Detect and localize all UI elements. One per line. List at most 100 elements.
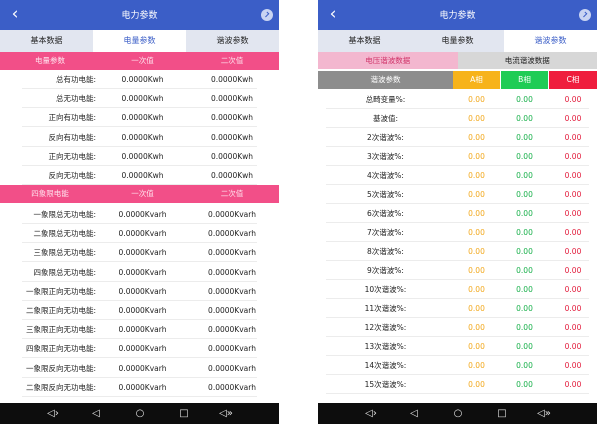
phase-b-value: 0.00 (516, 95, 533, 104)
phase-b-value: 0.00 (516, 380, 533, 389)
volume-down-icon[interactable]: ◁› (365, 408, 377, 419)
system-nav-bar: ◁› ◁ ○ □ ◁» (318, 403, 597, 424)
phase-a-value: 0.00 (468, 190, 485, 199)
row-label: 反向无功电能: (48, 171, 96, 180)
back-arrow-icon[interactable]: ‹ (329, 4, 337, 24)
row-label: 13次谐波%: (364, 342, 407, 351)
subtab-voltage-harmonic[interactable]: 电压谐波数据 (318, 52, 458, 69)
secondary-value: 0.0000Kwh (210, 113, 254, 123)
table-row: 一象限总无功电能: 0.0000Kvarh 0.0000Kvarh (0, 205, 279, 224)
chevron-circle-icon[interactable] (579, 9, 591, 21)
table-row: 一象限正向无功电能: 0.0000Kvarh 0.0000Kvarh (0, 282, 279, 301)
table-row: 总无功电能: 0.0000Kwh 0.0000Kwh (0, 89, 279, 109)
row-label: 正向有功电能: (48, 113, 96, 123)
table-row: 三象限正向无功电能: 0.0000Kvarh 0.0000Kvarh (0, 320, 279, 340)
table-row: 12次谐波%: 0.00 0.00 0.00 (318, 318, 597, 337)
table-row: 8次谐波%: 0.00 0.00 0.00 (318, 242, 597, 261)
row-label: 总无功电能: (55, 94, 96, 104)
volume-down-icon[interactable]: ◁› (47, 408, 59, 419)
tab-energy-params[interactable]: 电量参数 (441, 36, 474, 45)
primary-value: 0.0000Kvarh (118, 344, 167, 354)
phase-b-value: 0.00 (516, 323, 533, 332)
phase-b-value: 0.00 (516, 152, 533, 161)
table-row: 9次谐波%: 0.00 0.00 0.00 (318, 261, 597, 280)
phase-c-value: 0.00 (564, 209, 582, 218)
secondary-value: 0.0000Kvarh (208, 325, 256, 335)
phase-a-value: 0.00 (468, 304, 485, 313)
volume-up-icon[interactable]: ◁» (537, 408, 551, 419)
header-secondary-value: 二次值 (220, 189, 244, 198)
secondary-value: 0.0000Kwh (210, 151, 254, 161)
table-row: 二象限正向无功电能: 0.0000Kvarh 0.0000Kvarh (0, 301, 279, 320)
secondary-value: 0.0000Kvarh (208, 248, 256, 258)
recents-square-icon[interactable]: □ (497, 408, 507, 419)
row-label: 二象限正向无功电能: (25, 306, 96, 315)
row-label: 3次谐波%: (367, 152, 404, 161)
row-label: 一象限总无功电能: (33, 210, 96, 219)
phase-b-value: 0.00 (516, 285, 533, 294)
row-label: 2次谐波%: (367, 133, 404, 142)
tab-bar: 基本数据 电量参数 谐波参数 (0, 30, 279, 52)
secondary-value: 0.0000Kvarh (208, 382, 256, 392)
tab-basic-data[interactable]: 基本数据 (30, 36, 63, 45)
phase-b-value: 0.00 (516, 361, 533, 370)
header-energy-params: 电量参数 (35, 56, 65, 65)
phase-a-value: 0.00 (468, 171, 485, 180)
table-row: 二象限总无功电能: 0.0000Kvarh 0.0000Kvarh (0, 224, 279, 244)
home-circle-icon[interactable]: ○ (453, 408, 463, 419)
chevron-circle-icon[interactable] (261, 9, 273, 21)
table-row: 基波值: 0.00 0.00 0.00 (318, 109, 597, 128)
phase-a-value: 0.00 (468, 285, 485, 294)
phase-b-value: 0.00 (516, 228, 533, 237)
tab-energy-params[interactable]: 电量参数 (93, 30, 186, 52)
phase-c-value: 0.00 (564, 247, 582, 256)
phase-c-value: 0.00 (564, 190, 582, 199)
phase-a-value: 0.00 (468, 342, 485, 351)
primary-value: 0.0000Kvarh (118, 306, 167, 315)
phase-a-value: 0.00 (468, 247, 485, 256)
home-circle-icon[interactable]: ○ (135, 408, 145, 419)
table-row: 反向无功电能: 0.0000Kwh 0.0000Kwh (0, 166, 279, 185)
table-row: 四象限总无功电能: 0.0000Kvarh 0.0000Kvarh (0, 263, 279, 282)
secondary-value: 0.0000Kvarh (208, 267, 256, 277)
phase-b-value: 0.00 (516, 304, 533, 313)
primary-value: 0.0000Kwh (121, 75, 164, 84)
row-label: 反向有功电能: (48, 132, 96, 142)
tab-harmonic-params[interactable]: 谐波参数 (216, 36, 249, 45)
primary-value: 0.0000Kwh (121, 171, 164, 180)
row-label: 一象限反向无功电能: (25, 363, 96, 373)
table-row: 5次谐波%: 0.00 0.00 0.00 (318, 185, 597, 204)
row-label: 四象限正向无功电能: (25, 344, 96, 354)
back-triangle-icon[interactable]: ◁ (92, 408, 100, 419)
phase-b-value: 0.00 (516, 209, 533, 218)
row-label: 基波值: (372, 114, 399, 123)
recents-square-icon[interactable]: □ (179, 408, 189, 419)
phase-c-value: 0.00 (564, 361, 582, 370)
row-label: 总有功电能: (55, 75, 96, 84)
volume-up-icon[interactable]: ◁» (219, 408, 233, 419)
app-bar: ‹ 电力参数 (0, 0, 279, 30)
phase-b-value: 0.00 (516, 114, 533, 123)
tab-bar: 基本数据 电量参数 谐波参数 (318, 30, 597, 52)
primary-value: 0.0000Kwh (121, 151, 164, 161)
phase-a-value: 0.00 (468, 152, 485, 161)
row-label: 10次谐波%: (364, 285, 407, 294)
phase-c-value: 0.00 (564, 95, 582, 104)
back-triangle-icon[interactable]: ◁ (410, 408, 418, 419)
tab-harmonic-params[interactable]: 谐波参数 (504, 30, 597, 52)
table-row: 四象限正向无功电能: 0.0000Kvarh 0.0000Kvarh (0, 339, 279, 359)
quadrant-section-header: 四象限电能 一次值 二次值 (0, 185, 279, 203)
phase-a-value: 0.00 (468, 361, 485, 370)
phase-a-value: 0.00 (468, 380, 485, 389)
primary-value: 0.0000Kvarh (118, 325, 167, 335)
phase-c-value: 0.00 (564, 152, 582, 161)
header-quadrant-energy: 四象限电能 (31, 189, 69, 198)
subtab-current-harmonic[interactable]: 电流谐波数据 (457, 52, 597, 69)
phase-b-value: 0.00 (516, 247, 533, 256)
tab-basic-data[interactable]: 基本数据 (348, 36, 381, 45)
header-primary-value: 一次值 (131, 189, 154, 198)
header-secondary-value: 二次值 (220, 56, 244, 65)
back-arrow-icon[interactable]: ‹ (11, 4, 19, 24)
table-row: 4次谐波%: 0.00 0.00 0.00 (318, 166, 597, 185)
energy-section-header: 电量参数 一次值 二次值 (0, 52, 279, 70)
